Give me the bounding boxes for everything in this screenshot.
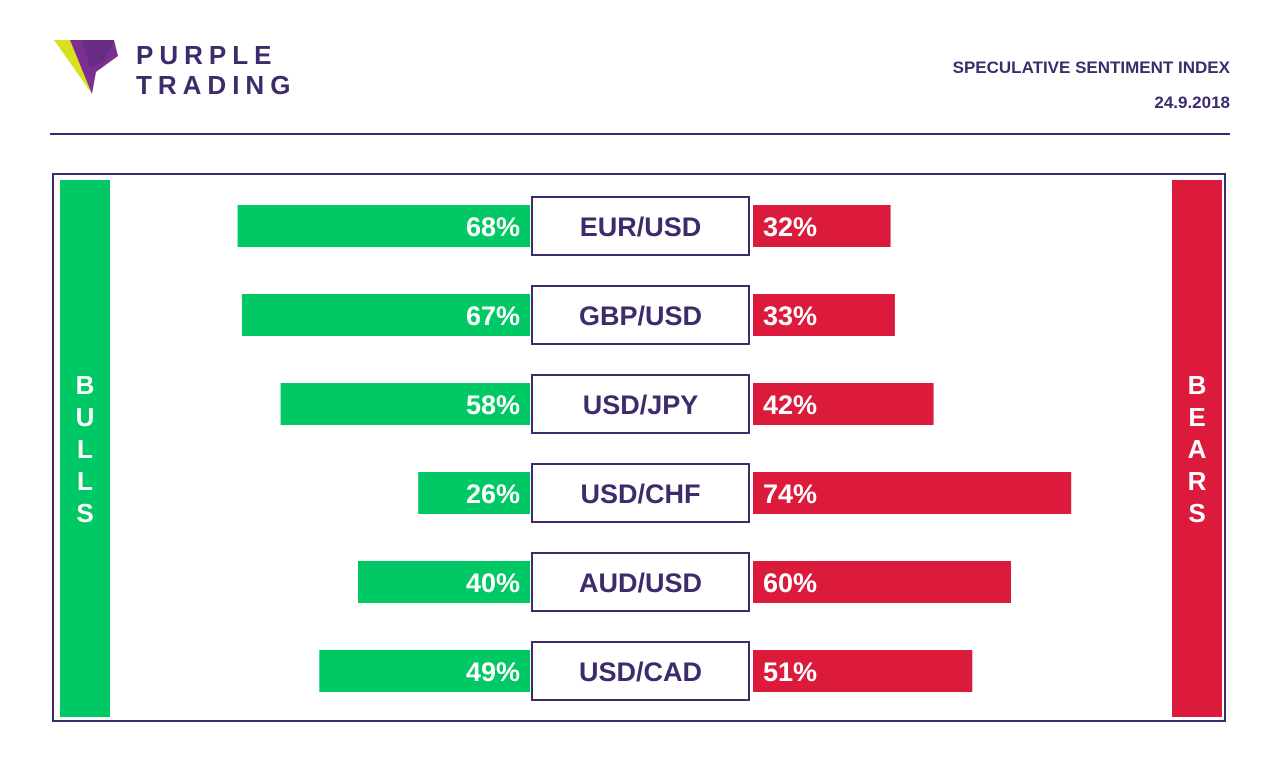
bear-bar bbox=[753, 205, 891, 247]
bear-bar bbox=[753, 561, 1011, 603]
bull-bar bbox=[241, 294, 530, 336]
bears-letter: A bbox=[1187, 433, 1207, 464]
brand-name-line1: PURPLE bbox=[136, 40, 278, 70]
bears-letter: R bbox=[1187, 465, 1207, 496]
bulls-letter: L bbox=[77, 465, 93, 496]
pair-label: USD/JPY bbox=[583, 390, 699, 420]
report-title: SPECULATIVE SENTIMENT INDEX bbox=[952, 58, 1230, 77]
bull-bar bbox=[280, 383, 530, 425]
pair-box bbox=[531, 374, 750, 434]
bull-value-label: 49% bbox=[466, 657, 520, 687]
bulls-letter: U bbox=[75, 401, 95, 432]
bear-bar bbox=[753, 294, 895, 336]
bull-bar bbox=[358, 561, 530, 603]
bull-value-label: 58% bbox=[466, 390, 520, 420]
pair-box bbox=[531, 641, 750, 701]
brand-name-line2: TRADING bbox=[136, 70, 297, 100]
pair-box bbox=[531, 196, 750, 256]
pair-box bbox=[531, 552, 750, 612]
bulls-letter: B bbox=[75, 369, 95, 400]
bull-value-label: 67% bbox=[466, 301, 520, 331]
pair-label: USD/CAD bbox=[579, 657, 702, 687]
bear-bar bbox=[753, 383, 934, 425]
report-date: 24.9.2018 bbox=[1154, 93, 1230, 112]
bears-letter: B bbox=[1187, 369, 1207, 400]
header-divider bbox=[50, 133, 1230, 135]
bull-bar bbox=[237, 205, 530, 247]
pair-box bbox=[531, 285, 750, 345]
bull-bar bbox=[418, 472, 530, 514]
bear-value-label: 42% bbox=[763, 390, 817, 420]
bear-value-label: 74% bbox=[763, 479, 817, 509]
bear-value-label: 51% bbox=[763, 657, 817, 687]
pair-label: USD/CHF bbox=[581, 479, 701, 509]
bear-bar bbox=[753, 650, 973, 692]
bulls-letter: L bbox=[77, 433, 93, 464]
purple-arrow-logo-icon bbox=[54, 40, 118, 94]
bull-value-label: 68% bbox=[466, 212, 520, 242]
bull-value-label: 26% bbox=[466, 479, 520, 509]
pair-label: GBP/USD bbox=[579, 301, 702, 331]
bear-bar bbox=[753, 472, 1072, 514]
bulls-letter: S bbox=[76, 497, 94, 528]
bull-value-label: 40% bbox=[466, 568, 520, 598]
pair-box bbox=[531, 463, 750, 523]
bull-bar bbox=[319, 650, 530, 692]
pair-label: EUR/USD bbox=[580, 212, 702, 242]
chart-frame bbox=[52, 173, 1226, 722]
bear-value-label: 32% bbox=[763, 212, 817, 242]
bears-letter: E bbox=[1188, 401, 1206, 432]
pair-label: AUD/USD bbox=[579, 568, 702, 598]
brand-logo: PURPLE TRADING bbox=[52, 38, 312, 108]
bears-letter: S bbox=[1188, 497, 1206, 528]
bear-value-label: 60% bbox=[763, 568, 817, 598]
bear-value-label: 33% bbox=[763, 301, 817, 331]
